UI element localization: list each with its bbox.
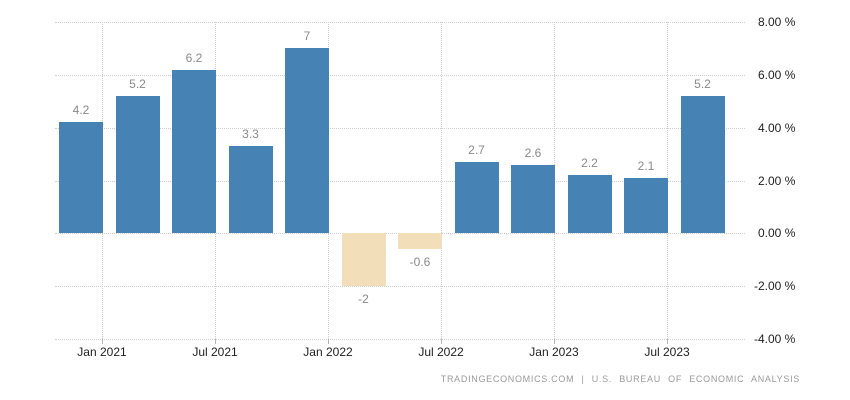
x-axis-tick: [667, 339, 668, 344]
y-axis-label: -2.00 %: [754, 279, 796, 294]
h-gridline: [55, 286, 745, 288]
y-axis-label: 6.00 %: [758, 67, 796, 82]
x-axis-label: Jul 2023: [644, 345, 690, 359]
bar-value-label: 5.2: [129, 76, 146, 91]
bar-column[interactable]: [398, 233, 442, 250]
bar-column[interactable]: [115, 95, 160, 234]
x-axis-tick: [554, 339, 555, 344]
bar-value-label: 7: [303, 29, 311, 44]
h-gridline: [55, 22, 745, 23]
x-axis-label: Jan 2021: [77, 345, 127, 359]
bar-value-label: 2.2: [581, 156, 598, 171]
y-axis-label: 8.00 %: [758, 15, 796, 29]
y-axis-label: 0.00 %: [758, 226, 796, 241]
x-axis-label: Jul 2021: [192, 345, 238, 359]
bar-value-label: 6.2: [185, 50, 203, 65]
plot-area: 4.2 5.2 6.2 3.3 7 -2 -0.6 2.7 2.6 2.2 2.1 5.2: [55, 22, 745, 340]
x-axis-label: Jan 2022: [303, 345, 353, 359]
h-gridline: [55, 180, 745, 182]
bar-column[interactable]: [59, 122, 103, 234]
bar-column[interactable]: [172, 69, 216, 234]
bar-value-label: 2.7: [468, 143, 485, 157]
x-axis-tick: [102, 339, 103, 344]
bar-column[interactable]: [680, 95, 725, 234]
bar-value-label: 5.2: [694, 76, 711, 91]
x-axis-tick: [215, 339, 216, 344]
x-axis-label: Jan 2023: [529, 345, 579, 359]
bar-column[interactable]: [285, 48, 329, 234]
h-gridline: [55, 127, 745, 129]
bar-column[interactable]: [624, 177, 668, 234]
attribution-text: TRADINGECONOMICS.COM | U.S. BUREAU OF EC…: [440, 374, 800, 384]
bar-column[interactable]: [341, 233, 386, 287]
y-axis-label: -4.00 %: [754, 332, 796, 346]
bar-column[interactable]: [567, 175, 612, 234]
bar-value-label: 3.3: [242, 127, 259, 142]
bar-value-label: -0.6: [409, 255, 431, 270]
bar-column[interactable]: [511, 164, 555, 234]
h-gridline: [55, 74, 745, 76]
bar-column[interactable]: [454, 162, 499, 234]
x-axis-tick: [328, 339, 329, 344]
bar-value-label: 2.1: [637, 158, 655, 173]
y-axis-label: 4.00 %: [758, 120, 796, 135]
h-gridline: [55, 339, 745, 340]
bar-value-label: -2: [358, 292, 369, 307]
bar-value-label: 4.2: [72, 103, 90, 118]
x-axis-tick: [441, 339, 442, 344]
bar-column[interactable]: [228, 146, 273, 234]
x-axis-label: Jul 2022: [418, 345, 464, 359]
bar-value-label: 2.6: [524, 145, 542, 160]
y-axis-label: 2.00 %: [758, 173, 796, 188]
v-gridline: [441, 22, 442, 339]
